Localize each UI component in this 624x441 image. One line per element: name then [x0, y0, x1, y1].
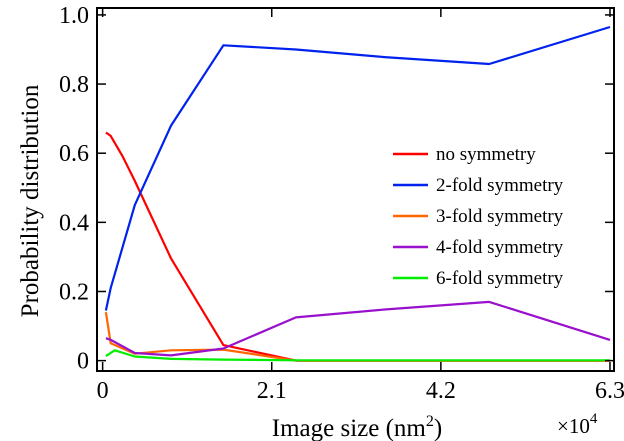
legend-label-5: 6-fold symmetry [436, 268, 564, 289]
y-tick-label: 0.6 [59, 141, 89, 167]
y-tick-label: 0.2 [59, 279, 89, 305]
x-tick-label: 0 [97, 378, 109, 404]
x-axis-label: Image size (nm2) [272, 413, 442, 441]
series-line-2 [104, 25, 611, 311]
legend-label-4: 4-fold symmetry [436, 237, 564, 258]
x-axis-multiplier-exponent: 4 [590, 411, 598, 427]
y-tick-label: 0.4 [59, 210, 89, 236]
x-axis-label-superscript: 2 [426, 413, 434, 430]
x-axis-label-text: Image size (nm [272, 415, 427, 441]
x-axis-multiplier: ×104 [557, 411, 598, 438]
x-axis-multiplier-base: ×10 [557, 414, 590, 438]
y-tick-label: 0 [77, 349, 89, 375]
legend-label-2: 2-fold symmetry [436, 175, 564, 196]
x-tick-label: 6.3 [595, 378, 624, 404]
x-axis-label-close: ) [434, 415, 442, 441]
series-line-5 [105, 349, 610, 362]
x-tick-label: 2.1 [257, 378, 287, 404]
plot-frame [96, 7, 615, 372]
ticks-layer: 0 2.1 4.2 6.3 0 0.2 0.4 0.6 0.8 1.0 [59, 3, 624, 404]
y-tick-label: 0.8 [59, 72, 89, 98]
legend-label-3: 3-fold symmetry [436, 206, 564, 227]
x-tick-label: 4.2 [426, 378, 456, 404]
series-layer [104, 25, 611, 362]
legend: no symmetry 2-fold symmetry 3-fold symmetr… [393, 144, 564, 289]
y-tick-label: 1.0 [59, 3, 89, 29]
legend-label-1: no symmetry [436, 144, 536, 165]
y-axis-label: Probability distribution [17, 84, 44, 317]
series-line-4 [105, 300, 611, 357]
